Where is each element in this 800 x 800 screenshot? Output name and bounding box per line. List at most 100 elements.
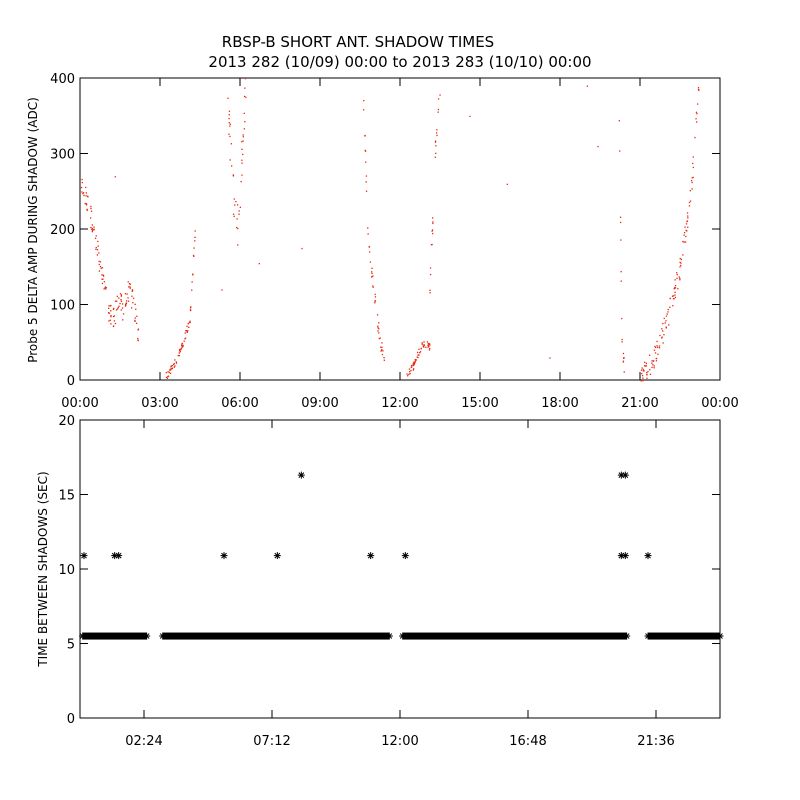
shadow-interval-star — [273, 552, 281, 560]
top-x-tick-label: 06:00 — [221, 396, 258, 411]
shadow-delta-point — [194, 236, 196, 238]
shadow-delta-point — [695, 118, 697, 120]
shadow-delta-point — [114, 300, 117, 302]
shadow-delta-point — [193, 255, 195, 257]
shadow-delta-point — [166, 377, 169, 379]
shadow-delta-point — [95, 248, 97, 250]
shadow-delta-point — [648, 354, 651, 356]
shadow-interval-star — [401, 552, 409, 560]
shadow-delta-point — [409, 371, 411, 373]
shadow-delta-point — [364, 149, 366, 152]
shadow-delta-point — [238, 213, 240, 215]
shadow-delta-point — [243, 112, 245, 114]
shadow-delta-point — [81, 178, 83, 181]
shadow-delta-point — [168, 371, 170, 374]
shadow-delta-point — [380, 350, 382, 352]
shadow-delta-point — [429, 292, 431, 294]
shadow-delta-point — [668, 324, 670, 326]
shadow-delta-point — [644, 361, 646, 363]
shadow-delta-point — [104, 286, 107, 288]
shadow-delta-point — [662, 322, 664, 325]
shadow-delta-point — [656, 345, 658, 347]
shadow-delta-point — [422, 345, 424, 347]
shadow-delta-point — [236, 226, 238, 229]
shadow-delta-point — [661, 328, 663, 330]
shadow-delta-point — [683, 241, 685, 243]
shadow-delta-point — [435, 140, 437, 142]
top-x-tick-label: 12:00 — [381, 396, 418, 411]
shadow-delta-point — [367, 227, 369, 229]
shadow-delta-point — [242, 140, 244, 142]
shadow-delta-point — [127, 297, 129, 299]
shadow-delta-point — [189, 309, 192, 311]
shadow-delta-point — [97, 245, 99, 247]
shadow-delta-point — [167, 375, 169, 378]
shadow-delta-point — [93, 226, 95, 228]
shadow-delta-point — [621, 338, 623, 341]
shadow-delta-point — [173, 363, 175, 366]
shadow-delta-point — [137, 329, 139, 331]
shadow-delta-point — [101, 278, 103, 280]
shadow-delta-point — [413, 364, 415, 366]
shadow-delta-point — [83, 194, 85, 197]
shadow-delta-point — [378, 328, 380, 330]
shadow-delta-point — [410, 364, 413, 367]
shadow-delta-point — [383, 357, 385, 359]
shadow-delta-point — [125, 302, 128, 305]
shadow-delta-point — [640, 380, 642, 382]
shadow-delta-point — [169, 369, 171, 371]
shadow-delta-point — [232, 174, 234, 176]
shadow-delta-point — [687, 226, 689, 228]
shadow-delta-point — [232, 175, 235, 177]
shadow-delta-point — [94, 237, 97, 239]
shadow-delta-point — [689, 190, 691, 192]
shadow-delta-point — [120, 309, 122, 311]
shadow-delta-point — [96, 249, 99, 251]
shadow-interval-star — [385, 632, 393, 640]
shadow-delta-point — [436, 132, 438, 134]
shadow-interval-star — [644, 552, 652, 560]
shadow-delta-point — [124, 293, 127, 295]
shadow-delta-point — [179, 351, 181, 353]
shadow-delta-point — [437, 108, 440, 111]
shadow-delta-point — [365, 190, 368, 192]
shadow-delta-point — [666, 313, 668, 315]
shadow-delta-point — [179, 348, 181, 351]
shadow-delta-point — [429, 348, 431, 350]
shadow-delta-point — [245, 96, 247, 98]
shadow-delta-point — [128, 286, 130, 288]
shadow-delta-point — [382, 350, 384, 352]
shadow-delta-point — [653, 367, 655, 369]
shadow-delta-point — [426, 341, 429, 343]
bottom-axis-ticks: 02:24 07:12 12:00 16:48 21:36 0 5 10 15 20 — [58, 414, 720, 749]
shadow-delta-point — [414, 358, 416, 361]
shadow-delta-point — [85, 195, 87, 197]
shadow-delta-point — [690, 180, 693, 182]
shadow-interval-band — [402, 632, 627, 640]
shadow-delta-point — [411, 366, 413, 368]
shadow-delta-point — [408, 368, 411, 370]
shadow-delta-point — [662, 342, 664, 344]
top-y-tick-label: 200 — [50, 223, 75, 238]
shadow-delta-point — [180, 348, 182, 350]
shadow-delta-point — [85, 192, 87, 194]
shadow-delta-point — [431, 243, 433, 246]
shadow-delta-point — [240, 181, 242, 183]
shadow-interval-band — [648, 632, 720, 640]
top-data-points — [80, 78, 700, 382]
shadow-delta-point — [113, 315, 115, 317]
shadow-delta-point — [689, 200, 692, 202]
shadow-interval-star — [220, 552, 228, 560]
shadow-delta-point — [665, 326, 667, 328]
bottom-plot-frame — [79, 419, 721, 719]
shadow-delta-point — [124, 305, 127, 307]
shadow-delta-point — [429, 289, 431, 291]
shadow-delta-point — [170, 366, 172, 368]
shadow-delta-point — [137, 337, 139, 340]
shadow-delta-point — [241, 162, 243, 164]
shadow-delta-point — [92, 229, 94, 231]
shadow-delta-point — [132, 297, 135, 299]
shadow-delta-point — [192, 273, 194, 275]
shadow-delta-point — [678, 276, 680, 278]
